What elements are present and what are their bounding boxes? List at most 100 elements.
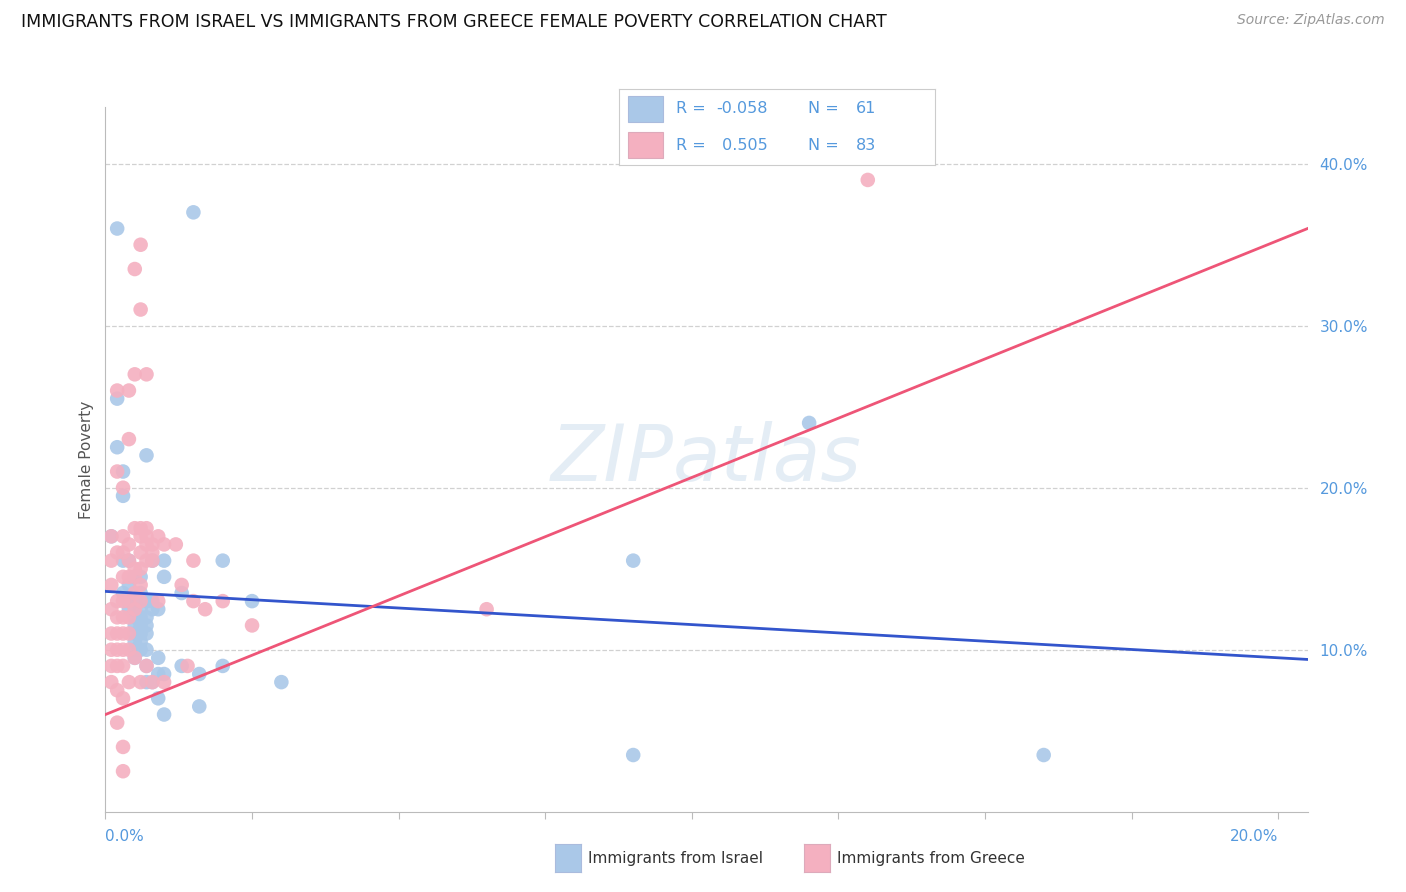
Point xyxy=(129,529,152,543)
Text: Immigrants from Greece: Immigrants from Greece xyxy=(837,851,1025,865)
Point xyxy=(211,594,233,608)
Point xyxy=(183,594,205,608)
Point xyxy=(129,602,152,616)
Point xyxy=(621,747,644,762)
Point xyxy=(100,675,122,690)
Point xyxy=(141,675,163,690)
Point xyxy=(100,642,122,657)
Point xyxy=(105,221,128,235)
Point xyxy=(124,626,146,640)
Text: ZIPatlas: ZIPatlas xyxy=(551,421,862,498)
Point xyxy=(124,570,146,584)
Point xyxy=(475,602,498,616)
Point xyxy=(141,554,163,568)
Point xyxy=(129,634,152,648)
Point xyxy=(211,554,233,568)
Text: 0.0%: 0.0% xyxy=(105,830,145,845)
Point xyxy=(188,667,211,681)
Point xyxy=(124,602,146,616)
Point xyxy=(124,570,146,584)
Point xyxy=(105,610,128,624)
Point xyxy=(100,578,122,592)
FancyBboxPatch shape xyxy=(628,96,664,122)
Point xyxy=(112,481,135,495)
Point xyxy=(170,578,193,592)
Point xyxy=(124,634,146,648)
Point xyxy=(135,368,157,382)
Point xyxy=(148,691,170,706)
Point xyxy=(100,529,122,543)
Point xyxy=(124,521,146,535)
Point xyxy=(153,554,176,568)
Point xyxy=(141,675,163,690)
Point xyxy=(112,659,135,673)
Point xyxy=(183,205,205,219)
Point xyxy=(153,675,176,690)
Point xyxy=(153,570,176,584)
Point xyxy=(105,642,128,657)
Point xyxy=(621,554,644,568)
Point xyxy=(105,683,128,698)
Point xyxy=(118,594,141,608)
Point xyxy=(129,610,152,624)
Point xyxy=(118,642,141,657)
Point xyxy=(176,659,198,673)
Point xyxy=(105,715,128,730)
Point xyxy=(118,675,141,690)
Text: 83: 83 xyxy=(856,137,876,153)
Point xyxy=(148,594,170,608)
Point xyxy=(135,659,157,673)
Point xyxy=(118,554,141,568)
Point xyxy=(118,432,141,446)
Point xyxy=(105,545,128,559)
Point xyxy=(100,529,122,543)
Point xyxy=(118,626,141,640)
Text: Immigrants from Israel: Immigrants from Israel xyxy=(588,851,762,865)
Point xyxy=(105,594,128,608)
Y-axis label: Female Poverty: Female Poverty xyxy=(79,401,94,518)
Point xyxy=(153,537,176,551)
Point xyxy=(211,659,233,673)
Point xyxy=(118,602,141,616)
Point xyxy=(124,618,146,632)
Point xyxy=(170,659,193,673)
Point xyxy=(135,610,157,624)
Point xyxy=(148,602,170,616)
Point xyxy=(124,368,146,382)
Point xyxy=(105,659,128,673)
Point xyxy=(141,554,163,568)
Point xyxy=(124,610,146,624)
Point xyxy=(129,237,152,252)
Point xyxy=(112,626,135,640)
Text: 0.505: 0.505 xyxy=(717,137,768,153)
Point xyxy=(129,642,152,657)
Point xyxy=(141,602,163,616)
Point xyxy=(135,521,157,535)
Point xyxy=(183,554,205,568)
Point xyxy=(105,392,128,406)
Point xyxy=(105,440,128,454)
Text: R =: R = xyxy=(675,102,710,117)
Point xyxy=(112,529,135,543)
Point xyxy=(112,554,135,568)
Point xyxy=(129,302,152,317)
Text: N =: N = xyxy=(808,137,845,153)
Point xyxy=(240,618,263,632)
Point xyxy=(112,610,135,624)
Point xyxy=(129,675,152,690)
Point xyxy=(797,416,820,430)
Point xyxy=(129,626,152,640)
Text: -0.058: -0.058 xyxy=(717,102,768,117)
Point xyxy=(100,554,122,568)
Point xyxy=(129,618,152,632)
FancyBboxPatch shape xyxy=(628,132,664,158)
Point xyxy=(112,489,135,503)
Point xyxy=(112,764,135,779)
Text: IMMIGRANTS FROM ISRAEL VS IMMIGRANTS FROM GREECE FEMALE POVERTY CORRELATION CHAR: IMMIGRANTS FROM ISRAEL VS IMMIGRANTS FRO… xyxy=(21,13,887,31)
Point xyxy=(129,570,152,584)
Text: Source: ZipAtlas.com: Source: ZipAtlas.com xyxy=(1237,13,1385,28)
Point xyxy=(148,529,170,543)
Point xyxy=(135,594,157,608)
Point xyxy=(112,465,135,479)
Point xyxy=(141,537,163,551)
